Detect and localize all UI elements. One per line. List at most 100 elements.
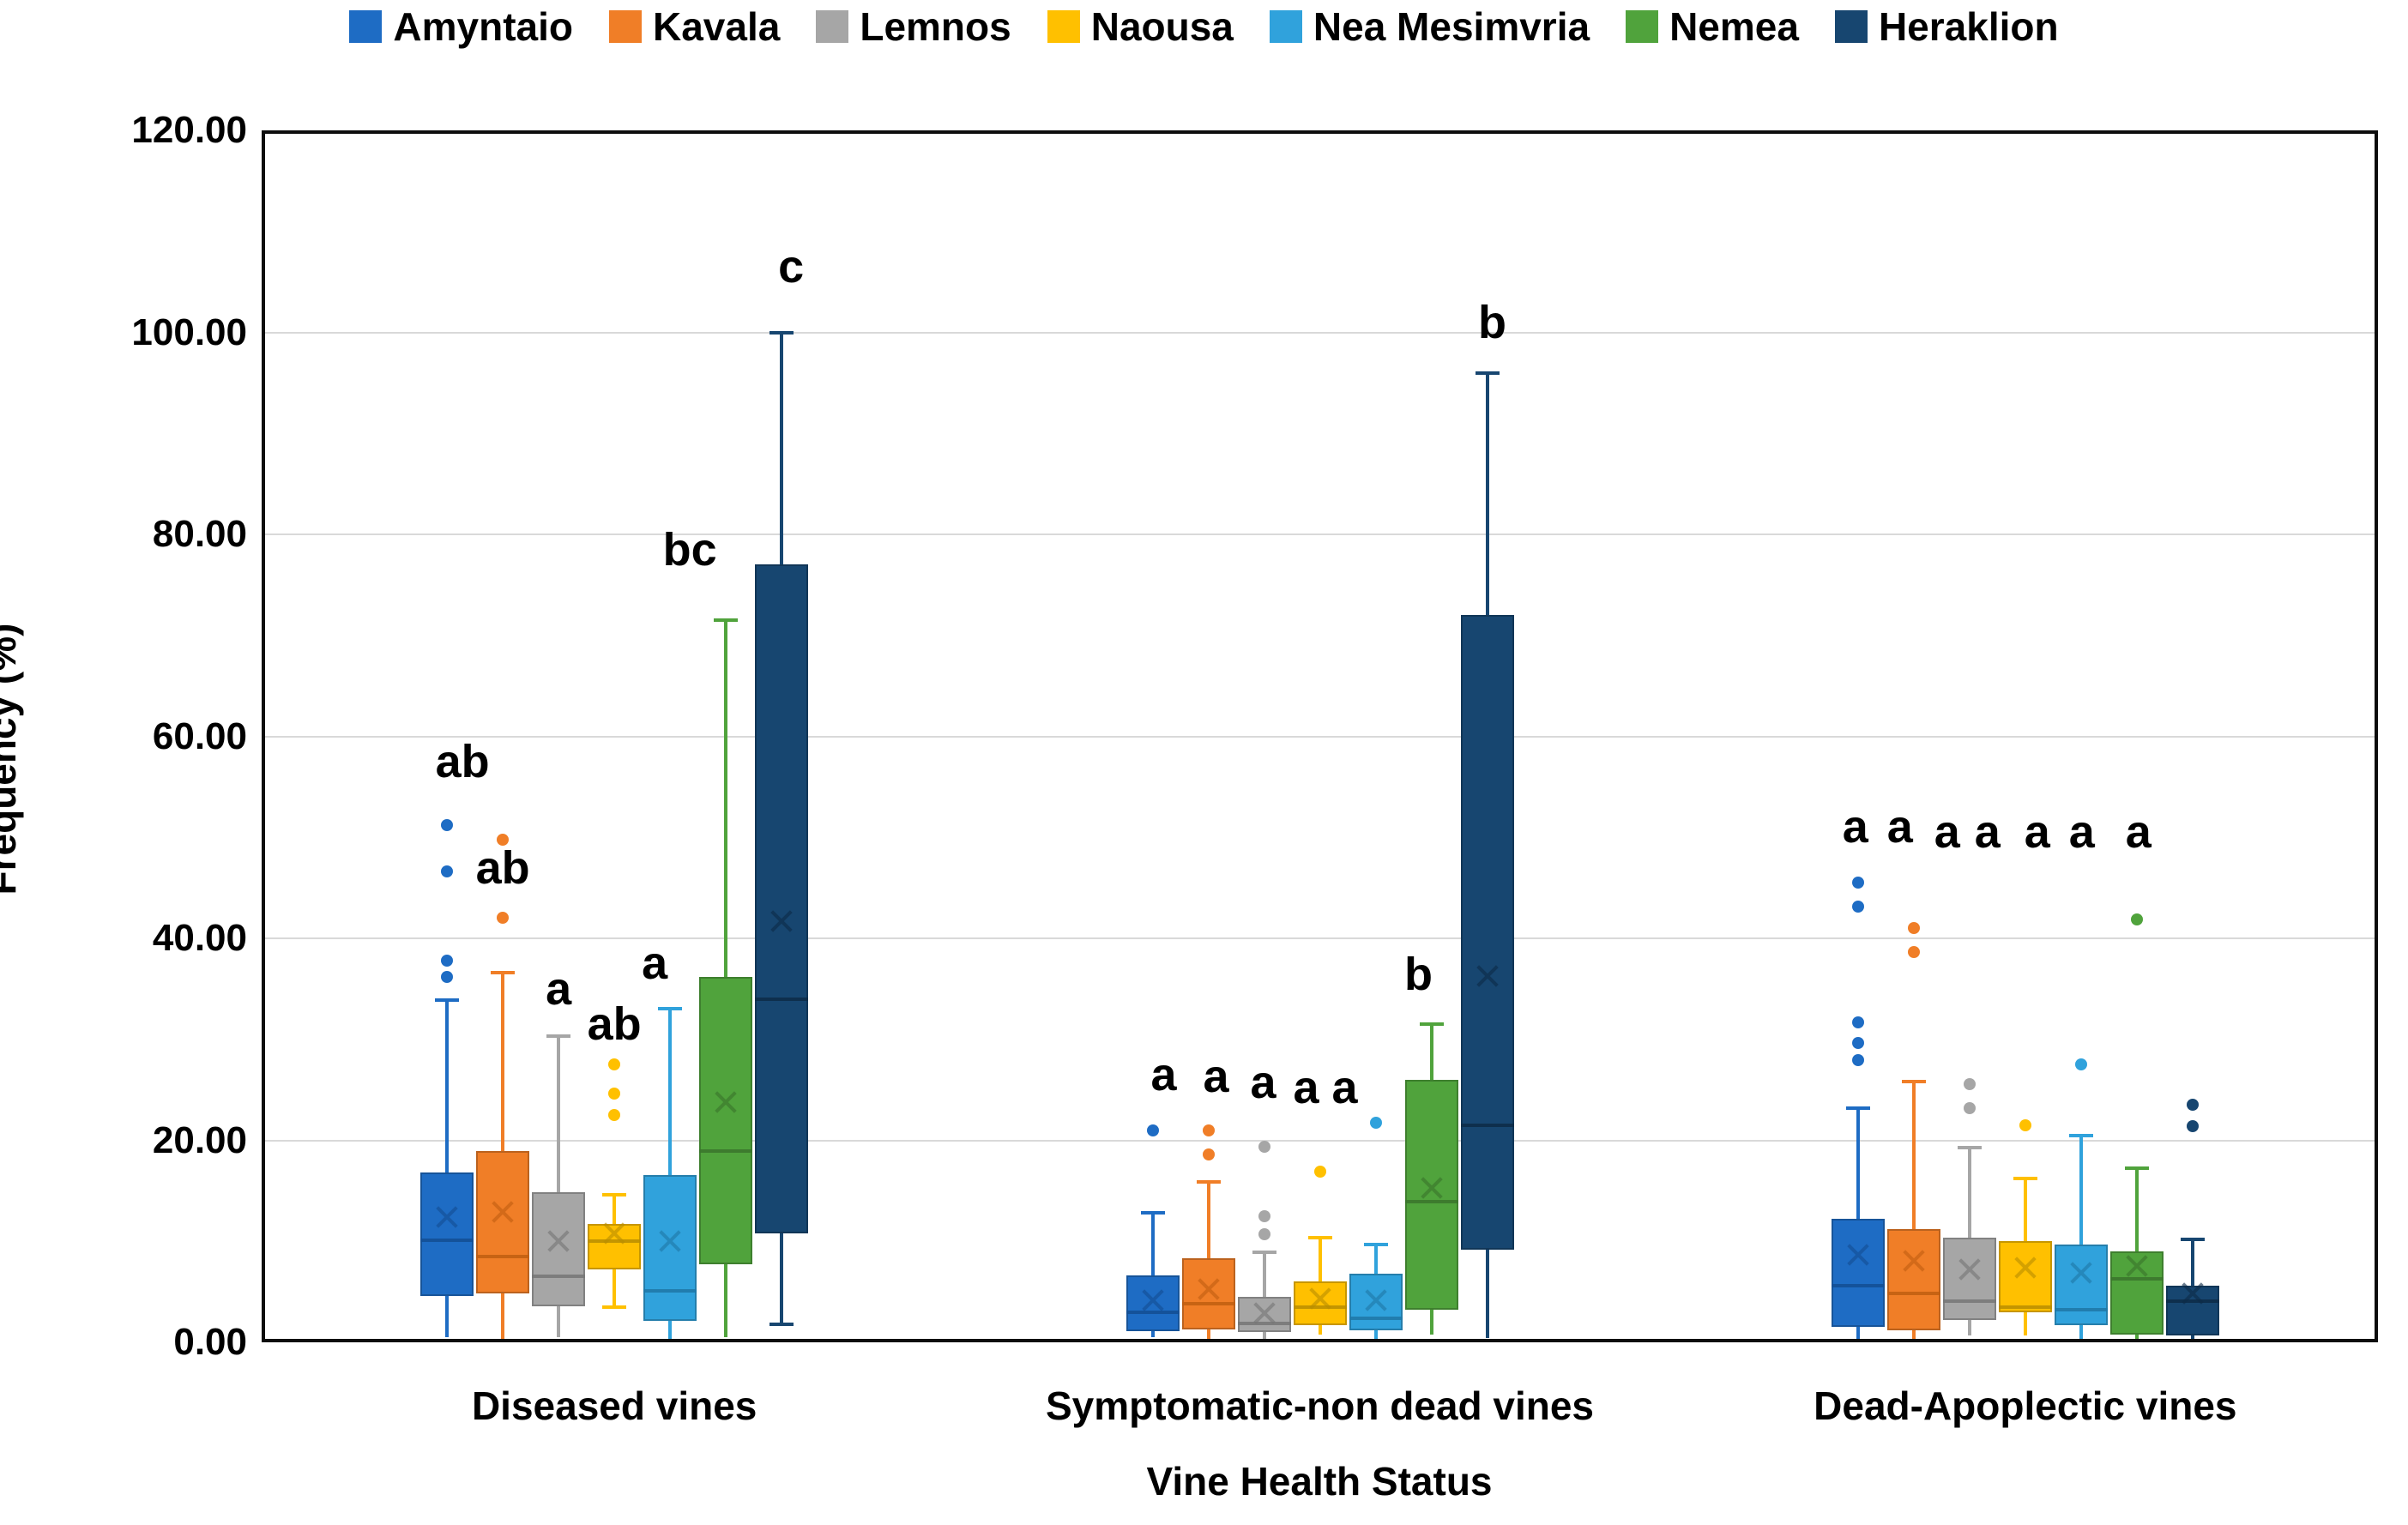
median-line xyxy=(1831,1284,1885,1288)
median-line xyxy=(1942,1299,1996,1303)
whisker-lower xyxy=(1911,1329,1916,1340)
whisker-lower xyxy=(2023,1311,2027,1335)
box xyxy=(1942,1237,1996,1321)
significance-label: ab xyxy=(435,735,490,787)
significance-label: ab xyxy=(475,841,530,894)
legend-label: Nemea xyxy=(1669,4,1799,49)
whisker-lower xyxy=(1856,1327,1860,1340)
significance-label: a xyxy=(1203,1051,1229,1103)
outlier-dot xyxy=(608,1109,621,1122)
outlier-dot xyxy=(1258,1209,1270,1222)
chart-legend: Amyntaio Kavala Lemnos Naousa Nea Mesimvria N… xyxy=(0,7,2408,46)
whisker-lower xyxy=(1967,1320,1971,1335)
whisker-cap-max xyxy=(1901,1080,1926,1084)
whisker-upper xyxy=(613,1195,617,1225)
outlier-dot xyxy=(608,1088,621,1100)
whisker-cap-max xyxy=(1845,1106,1870,1110)
whisker-upper xyxy=(780,332,784,565)
outlier-dot xyxy=(441,819,454,832)
whisker-lower xyxy=(2134,1334,2139,1341)
median-line xyxy=(588,1239,642,1244)
median-line xyxy=(2109,1276,2164,1281)
whisker-cap-max xyxy=(1957,1145,1982,1149)
box xyxy=(699,976,753,1265)
box xyxy=(1998,1241,2052,1312)
whisker-upper xyxy=(1206,1181,1210,1259)
whisker-upper xyxy=(724,620,728,977)
legend-swatch xyxy=(609,10,642,43)
legend-label: Lemnos xyxy=(860,4,1011,49)
box xyxy=(643,1174,697,1322)
median-line xyxy=(699,1149,753,1154)
mean-marker xyxy=(2067,1258,2096,1287)
whisker-lower xyxy=(1150,1331,1155,1338)
median-line xyxy=(1998,1305,2052,1309)
significance-label: a xyxy=(546,962,572,1015)
median-line xyxy=(1293,1305,1347,1309)
median-line xyxy=(755,997,809,1001)
outlier-dot xyxy=(1963,1101,1976,1114)
whisker-cap-max xyxy=(1307,1235,1332,1239)
whisker-lower xyxy=(1206,1329,1210,1340)
whisker-lower xyxy=(1485,1249,1489,1339)
median-line xyxy=(2054,1308,2108,1312)
legend-swatch xyxy=(349,10,383,43)
whisker-upper xyxy=(1856,1107,1860,1220)
median-line xyxy=(532,1275,586,1279)
whisker-cap-max xyxy=(1475,371,1500,375)
whisker-upper xyxy=(668,1009,673,1175)
box xyxy=(1293,1281,1347,1325)
whisker-lower xyxy=(1429,1310,1433,1335)
box xyxy=(532,1191,586,1306)
x-category-label: Diseased vines xyxy=(471,1383,757,1428)
box xyxy=(1831,1219,1885,1328)
outlier-dot xyxy=(608,1058,621,1071)
median-line xyxy=(643,1288,697,1293)
legend-item: Nea Mesimvria xyxy=(1269,4,1590,49)
outlier-dot xyxy=(1258,1140,1270,1153)
y-axis-title: Frequency (%) xyxy=(0,623,24,895)
box xyxy=(476,1151,530,1294)
outlier-dot xyxy=(497,912,510,925)
whisker-cap-min xyxy=(602,1305,627,1309)
legend-item: Lemnos xyxy=(816,7,1011,46)
whisker-lower xyxy=(2190,1335,2194,1341)
median-line xyxy=(1460,1123,1514,1127)
median-line xyxy=(1126,1310,1180,1314)
mean-marker xyxy=(711,1088,740,1117)
whisker-upper xyxy=(1373,1244,1378,1274)
gridline xyxy=(262,1139,2378,1142)
mean-marker xyxy=(544,1227,573,1256)
whisker-upper xyxy=(2134,1168,2139,1252)
whisker-cap-max xyxy=(2180,1237,2205,1241)
x-category-label: Dead-Apoplectic vines xyxy=(1814,1383,2237,1428)
whisker-cap-max xyxy=(2124,1166,2149,1171)
x-axis-title: Vine Health Status xyxy=(1146,1459,1493,1504)
mean-marker xyxy=(2178,1279,2207,1308)
legend-item: Naousa xyxy=(1047,7,1234,46)
whisker-cap-max xyxy=(658,1007,683,1011)
outlier-dot xyxy=(1313,1166,1326,1178)
box xyxy=(1126,1275,1180,1332)
legend-swatch xyxy=(1047,10,1080,43)
whisker-cap-max xyxy=(546,1034,571,1039)
legend-item: Heraklion xyxy=(1834,4,2059,49)
mean-marker xyxy=(1899,1246,1928,1275)
outlier-dot xyxy=(441,954,454,967)
whisker-cap-max xyxy=(1252,1251,1276,1255)
whisker-upper xyxy=(557,1036,561,1192)
y-tick-label: 80.00 xyxy=(152,513,247,555)
mean-marker xyxy=(600,1219,629,1248)
median-line xyxy=(2165,1299,2219,1303)
legend-label: Nea Mesimvria xyxy=(1313,4,1590,49)
whisker-lower xyxy=(2079,1324,2083,1340)
outlier-dot xyxy=(1851,901,1864,913)
box xyxy=(1886,1229,1940,1330)
median-line xyxy=(1886,1292,1940,1296)
whisker-lower xyxy=(501,1293,505,1340)
legend-label: Heraklion xyxy=(1878,4,2059,49)
mean-marker xyxy=(1138,1286,1168,1315)
legend-label: Naousa xyxy=(1090,4,1234,49)
median-line xyxy=(420,1239,474,1243)
